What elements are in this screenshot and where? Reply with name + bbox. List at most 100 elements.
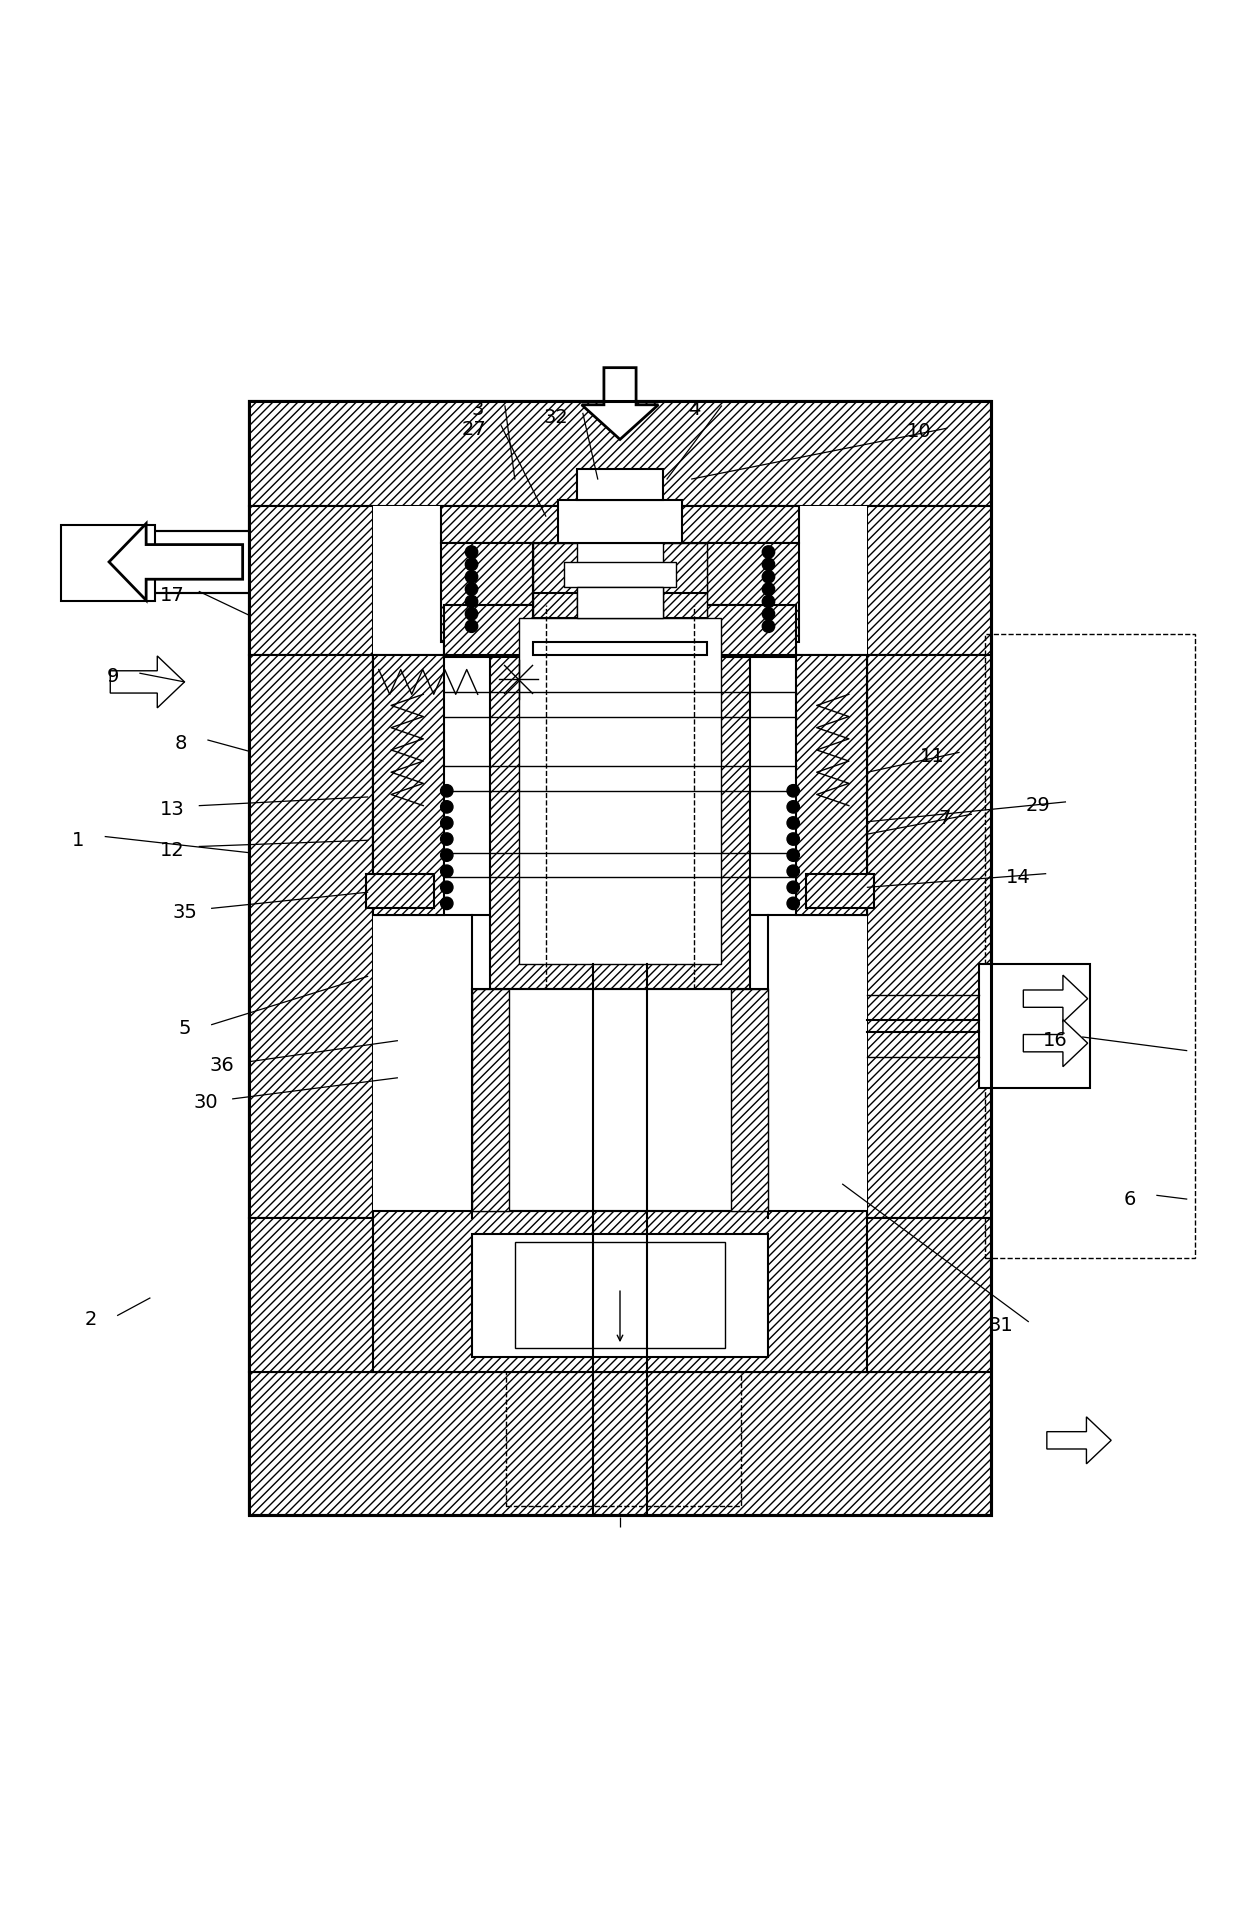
Polygon shape [582,368,658,440]
Bar [384,1218,856,1373]
Circle shape [465,546,477,559]
Text: 16: 16 [1043,1031,1068,1051]
Text: 35: 35 [172,902,197,922]
Polygon shape [109,524,243,600]
Circle shape [465,559,477,571]
Circle shape [787,897,800,910]
Text: 2: 2 [84,1309,97,1328]
Circle shape [440,833,453,844]
Circle shape [787,785,800,796]
Bar [471,989,508,1211]
Bar [372,656,444,914]
Text: 31: 31 [988,1315,1013,1334]
Text: 27: 27 [461,420,486,440]
Text: 29: 29 [1025,796,1050,816]
Bar [868,507,991,656]
Bar [76,530,249,592]
Circle shape [763,596,775,607]
Bar [490,605,750,989]
Circle shape [787,866,800,877]
Text: 1: 1 [72,831,84,850]
Bar [372,1211,868,1373]
Bar [707,605,796,656]
Bar [796,656,868,914]
Bar [366,873,434,908]
Bar [868,656,991,1218]
Bar [471,1234,769,1357]
Circle shape [465,571,477,582]
Circle shape [787,817,800,829]
Text: 6: 6 [1123,1190,1136,1209]
Text: 7: 7 [937,808,950,827]
Circle shape [465,596,477,607]
Circle shape [440,800,453,814]
Bar [444,642,796,657]
Circle shape [763,546,775,559]
Bar [440,507,800,544]
Circle shape [763,582,775,596]
Bar [518,617,722,964]
Bar [732,989,769,1211]
Polygon shape [110,656,185,708]
Circle shape [763,559,775,571]
Circle shape [787,848,800,862]
Polygon shape [1023,1020,1087,1066]
Bar [978,964,1090,1087]
Bar [61,524,155,602]
Bar [440,544,533,642]
Bar [249,401,991,1515]
Text: 17: 17 [160,586,185,605]
Bar [249,507,372,656]
Polygon shape [1047,1417,1111,1463]
Circle shape [440,881,453,893]
Circle shape [440,848,453,862]
Bar [249,401,991,507]
Text: 4: 4 [688,401,701,418]
Polygon shape [1023,976,1087,1022]
Text: 12: 12 [160,841,185,860]
Circle shape [440,817,453,829]
Bar [506,1359,742,1506]
Text: 14: 14 [1006,868,1030,887]
Bar [856,1218,991,1373]
Bar [249,401,991,1515]
Text: 5: 5 [179,1018,191,1037]
Circle shape [763,621,775,632]
Text: 32: 32 [543,407,568,426]
Text: 3: 3 [471,401,484,418]
Bar [533,544,577,642]
Bar [444,605,533,656]
Text: 36: 36 [210,1057,234,1076]
Text: 9: 9 [107,667,119,686]
Bar [372,656,868,914]
Circle shape [465,582,477,596]
Bar [249,1373,991,1515]
Circle shape [787,833,800,844]
Bar [577,469,663,499]
Bar [533,544,707,648]
Circle shape [440,785,453,796]
Circle shape [763,571,775,582]
Text: 30: 30 [193,1093,218,1112]
Bar [564,561,676,586]
Circle shape [787,800,800,814]
Bar [249,656,372,1218]
Bar [372,507,868,1218]
Text: 13: 13 [160,800,185,819]
Bar [558,499,682,544]
Circle shape [465,621,477,632]
Bar [707,544,800,642]
Text: 8: 8 [175,735,187,754]
Bar [515,1242,725,1348]
Text: 10: 10 [908,422,931,442]
Circle shape [763,607,775,621]
Bar [663,544,707,642]
Circle shape [465,607,477,621]
Bar [533,642,707,656]
Bar [577,586,663,617]
Circle shape [440,866,453,877]
Text: 11: 11 [919,746,944,765]
Bar [985,634,1195,1259]
Circle shape [440,897,453,910]
Bar [806,873,874,908]
